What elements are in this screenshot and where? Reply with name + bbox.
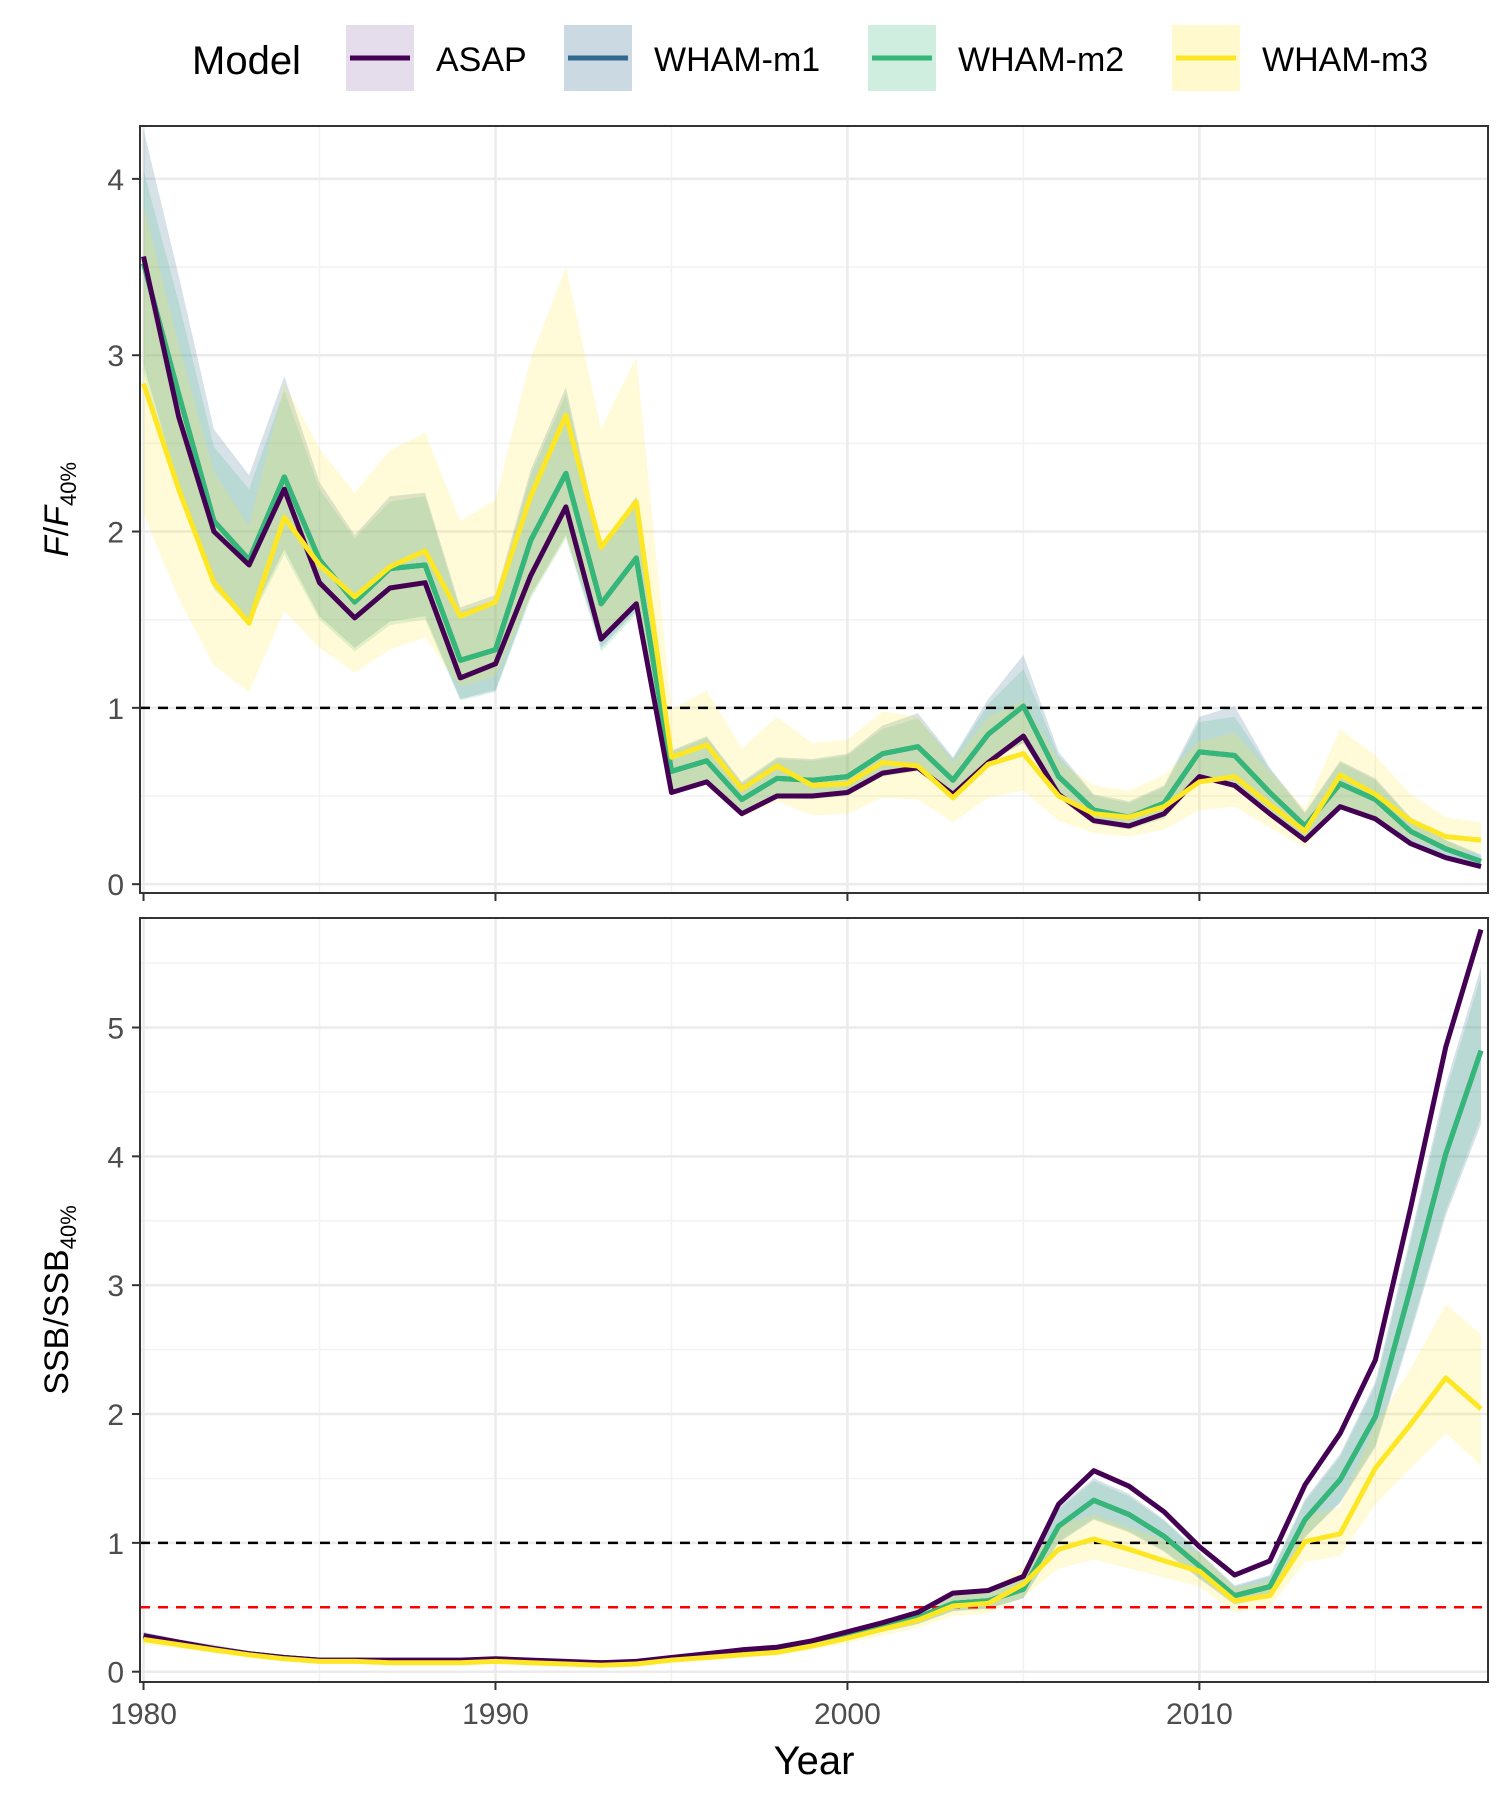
- band-wham-m2: [143, 170, 1481, 867]
- legend-label-wham-m1: WHAM-m1: [654, 41, 820, 79]
- bottom-panel-y-ticks: 0 1 2 3 4 5: [107, 1013, 140, 1690]
- bottom-panel-reference-lines: [140, 1541, 1488, 1609]
- panel-background: [140, 918, 1488, 1682]
- top-panel-y-ticks: 0 1 2 3 4: [107, 164, 1201, 902]
- y-tick-label: 4: [107, 1141, 124, 1174]
- legend-title: Model: [192, 39, 301, 83]
- y-tick-label: 3: [107, 340, 124, 373]
- y-tick-label: 1: [107, 693, 124, 726]
- series-line-wham-m3: [141, 382, 1482, 843]
- y-label-f-sym: F: [38, 504, 76, 527]
- y-label-f: F: [38, 534, 76, 557]
- legend-label-wham-m3: WHAM-m3: [1262, 41, 1428, 79]
- panel-background: [140, 126, 1488, 893]
- y-tick-label: 1: [107, 1528, 124, 1561]
- y-label-f-sub: 40%: [56, 462, 81, 506]
- top-panel-grid: [140, 126, 1488, 893]
- bottom-panel-x-ticks: 1980 1990 2000 2010: [110, 1682, 1233, 1731]
- bottom-panel-series-lines: [143, 928, 1484, 1668]
- y-label-ssb-sub: 40%: [56, 1205, 81, 1249]
- legend-label-wham-m2: WHAM-m2: [958, 41, 1124, 79]
- top-panel-border: [139, 125, 1489, 894]
- legend-key-wham-m2: WHAM-m2: [868, 25, 1124, 91]
- y-tick-label: 2: [107, 517, 124, 550]
- y-tick-label: 5: [107, 1013, 124, 1046]
- series-line-wham-m2: [141, 262, 1482, 864]
- bottom-panel-border: [139, 917, 1489, 1683]
- x-tick-label: 1980: [110, 1698, 177, 1731]
- series-line-asap: [141, 255, 1482, 870]
- y-tick-label: 2: [107, 1399, 124, 1432]
- x-tick-label: 2010: [1166, 1698, 1233, 1731]
- x-axis-label: Year: [774, 1739, 855, 1783]
- top-panel-y-axis-label: F/F40%: [38, 462, 81, 557]
- y-tick-label: 0: [107, 869, 124, 902]
- legend-label-asap: ASAP: [436, 41, 527, 79]
- y-label-ssb: SSB: [38, 1327, 76, 1395]
- legend-key-asap: ASAP: [346, 25, 527, 91]
- y-label-ssb-sym: SSB: [38, 1249, 76, 1317]
- y-tick-label: 0: [107, 1657, 124, 1690]
- top-panel-series-lines: [141, 255, 1482, 870]
- x-tick-label: 2000: [814, 1698, 881, 1731]
- band-wham-m1: [143, 129, 1481, 867]
- legend-key-wham-m3: WHAM-m3: [1172, 25, 1428, 91]
- series-line-wham-m3: [143, 1375, 1483, 1668]
- legend-key-wham-m1: WHAM-m1: [564, 25, 820, 91]
- bottom-panel-y-axis-label: SSB/SSB40%: [38, 1205, 81, 1395]
- y-label-slash: /: [38, 526, 76, 536]
- bottom-panel-grid: [140, 918, 1488, 1682]
- y-tick-label: 3: [107, 1270, 124, 1303]
- legend: Model ASAP WHAM-m1 WHAM-m2 WHAM-m3: [192, 25, 1428, 91]
- y-tick-label: 4: [107, 164, 124, 197]
- y-label-slash: /: [38, 1317, 76, 1327]
- x-tick-label: 1990: [462, 1698, 529, 1731]
